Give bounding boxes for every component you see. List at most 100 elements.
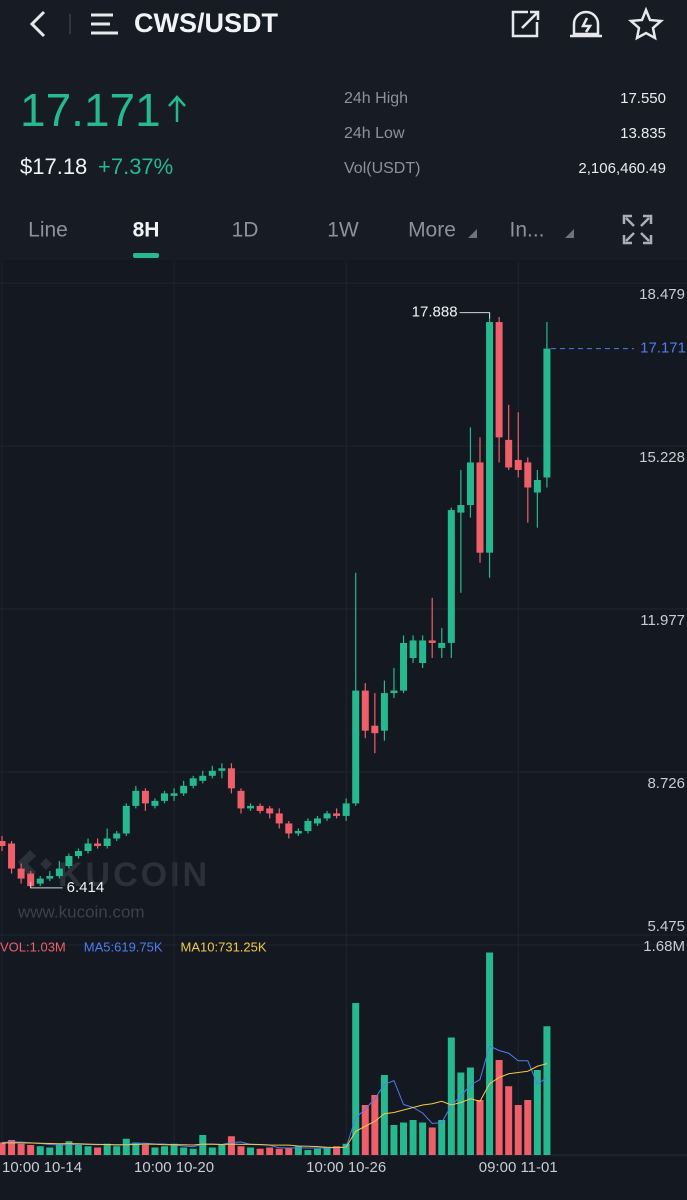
volume-bar: [457, 1072, 465, 1155]
candle-body: [55, 868, 63, 877]
volume-bar: [113, 1146, 121, 1155]
legend-entry: VOL:1.03M: [0, 939, 66, 954]
volume-bar: [466, 1067, 474, 1155]
legend-entry: MA5:619.75K: [84, 939, 163, 954]
candle-body: [533, 479, 541, 493]
candle-body: [74, 851, 82, 857]
fullscreen-icon[interactable]: [622, 214, 653, 245]
candle-body: [46, 876, 54, 879]
candle-body: [285, 823, 293, 834]
favorite-icon[interactable]: [627, 6, 665, 41]
candle-body: [8, 843, 16, 869]
candle-body: [457, 505, 465, 513]
candle-body: [103, 838, 111, 847]
pair-title[interactable]: CWS/USDT: [134, 8, 278, 38]
volume-bar: [74, 1145, 82, 1155]
candle-body: [371, 725, 379, 734]
volume-bar: [247, 1147, 255, 1155]
candle-body: [466, 462, 474, 506]
candle-body: [428, 640, 436, 643]
volume-bar: [151, 1147, 159, 1155]
volume-bar: [103, 1143, 111, 1155]
candle-body: [180, 785, 188, 794]
tab[interactable]: In...: [509, 219, 544, 242]
volume-bar: [275, 1148, 283, 1155]
y-tick-label: 15.228: [639, 449, 685, 466]
volume-bar: [476, 1100, 484, 1155]
stat-value: 13.835: [620, 125, 666, 142]
candle-body: [438, 642, 446, 648]
tab[interactable]: More: [408, 219, 456, 242]
volume-bar: [84, 1146, 92, 1155]
candle-body: [170, 793, 178, 796]
volume-bar: [514, 1105, 522, 1155]
volume-bar: [419, 1122, 427, 1155]
candle-body: [122, 805, 130, 834]
candle-body: [447, 510, 455, 643]
candle-body: [65, 856, 73, 867]
y-tick-label: 18.479: [639, 286, 685, 303]
back-button[interactable]: [29, 10, 46, 38]
volume-bar: [409, 1120, 417, 1155]
candle-body: [419, 640, 427, 663]
candle-body: [132, 790, 140, 806]
candle-body: [486, 322, 494, 553]
volume-bar: [227, 1136, 235, 1155]
tab-indicator: [133, 253, 159, 258]
candle-body: [323, 813, 331, 819]
volume-bar: [132, 1142, 140, 1155]
candle-body: [505, 439, 513, 468]
candle-body: [342, 803, 350, 816]
candle-body: [304, 820, 312, 831]
candle-body: [514, 459, 522, 470]
candle-body: [266, 808, 274, 814]
volume-bar: [208, 1147, 216, 1155]
candle-body: [227, 768, 235, 789]
y-tick-label: 11.977: [640, 612, 685, 629]
volume-bar: [313, 1148, 321, 1155]
candle-body: [27, 873, 35, 887]
watermark-text: KUCOIN: [58, 856, 210, 894]
tab[interactable]: 1D: [232, 219, 259, 242]
candle-body: [237, 790, 245, 809]
volume-bar: [505, 1086, 513, 1155]
alert-icon[interactable]: [570, 10, 602, 38]
volume-bar: [180, 1147, 188, 1155]
tab[interactable]: 8H: [133, 219, 160, 242]
volume-bar: [371, 1095, 379, 1155]
candle-body: [400, 642, 408, 691]
volume-bar: [285, 1147, 293, 1155]
candle-body: [409, 640, 417, 658]
volume-bar: [141, 1145, 149, 1155]
candle-body: [495, 322, 503, 438]
candle-body: [151, 800, 159, 806]
volume-bar: [380, 1075, 388, 1155]
share-icon[interactable]: [511, 10, 540, 38]
candle-body: [294, 830, 302, 834]
tab[interactable]: Line: [28, 219, 68, 242]
volume-bar: [543, 1026, 551, 1155]
usd-price: $17.18: [20, 154, 87, 179]
x-tick-label: 10:00 10-26: [306, 1159, 386, 1176]
stat-value: 17.550: [620, 90, 666, 107]
tab[interactable]: 1W: [327, 219, 359, 242]
volume-bar: [256, 1148, 264, 1155]
volume-bar: [189, 1148, 197, 1155]
volume-bar: [486, 952, 494, 1155]
volume-bar: [294, 1146, 302, 1155]
candle-body: [476, 462, 484, 553]
legend-entry: MA10:731.25K: [181, 939, 267, 954]
candle-body: [380, 693, 388, 731]
menu-icon[interactable]: [91, 13, 118, 35]
volume-bar: [438, 1120, 446, 1155]
candle-body: [141, 790, 149, 804]
candle-body: [36, 878, 44, 884]
max-label: 17.888: [412, 304, 458, 321]
y-tick-label: 5.475: [647, 918, 685, 935]
candle-body: [84, 843, 92, 852]
y-tick-label: 8.726: [647, 775, 685, 792]
candle-body: [199, 775, 207, 781]
volume-bar: [55, 1143, 63, 1155]
volume-bar: [323, 1147, 331, 1155]
volume-bar: [94, 1147, 102, 1155]
